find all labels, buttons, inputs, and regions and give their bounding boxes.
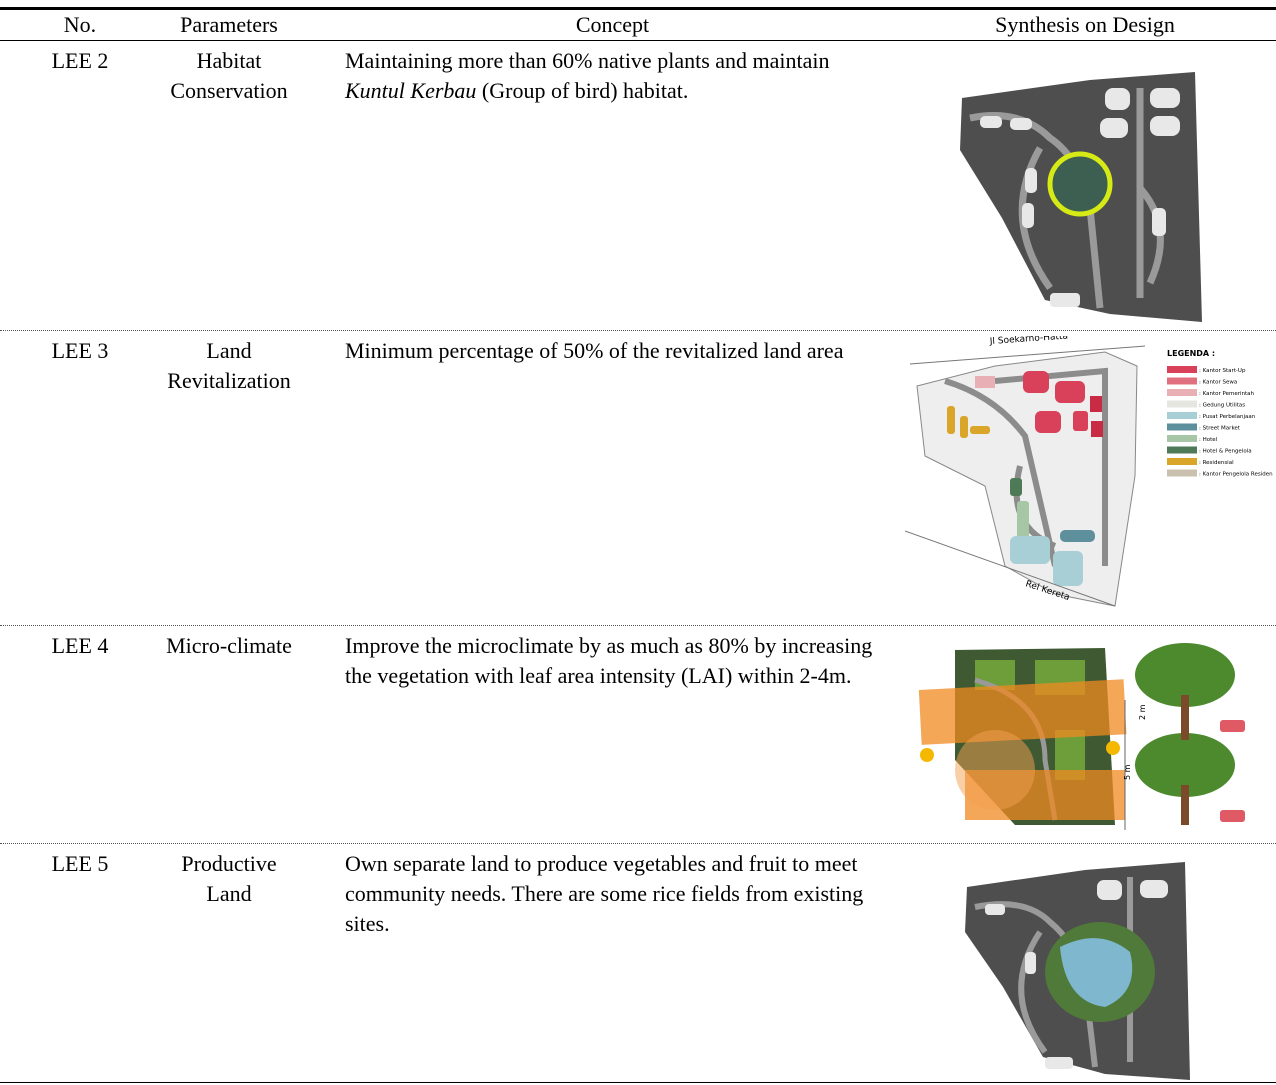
- legend-swatch: [1167, 412, 1197, 419]
- parameter: Land Revitalization: [140, 336, 318, 396]
- parameter-line: Land: [206, 881, 252, 906]
- parameter-line: Revitalization: [167, 368, 291, 393]
- concept-text: (Group of bird) habitat.: [476, 78, 689, 103]
- legend-label: : Kantor Pemerintah: [1199, 391, 1255, 397]
- map-label: Jl Soekarno-Hatta: [989, 336, 1069, 347]
- concept-text: Maintaining more than 60% native plants …: [345, 48, 830, 73]
- legend-label: : Pusat Perbelanjaan: [1199, 414, 1256, 420]
- concept-text: Kuntul Kerbau: [345, 78, 477, 103]
- header-rule: [0, 40, 1276, 41]
- column-header: Synthesis on Design: [995, 12, 1175, 37]
- legend-swatch: [1167, 377, 1197, 385]
- legend-swatch: [1167, 446, 1197, 454]
- legend-label: : Kantor Pengelola Residensial: [1199, 472, 1273, 478]
- legend-label: : Gedung Utilitas: [1199, 403, 1245, 409]
- parameter: Micro-climate: [140, 631, 318, 661]
- parameter-line: Productive: [181, 851, 277, 876]
- row-separator: [0, 330, 1276, 331]
- parameter: Habitat Conservation: [140, 46, 318, 106]
- zoning-plan-figure: Jl Soekarno-Hatta Rel Kereta LEGENDA : :…: [905, 336, 1273, 607]
- concept: Maintaining more than 60% native plants …: [345, 46, 890, 106]
- legend-swatch: [1167, 435, 1197, 442]
- legend-label: : Street Market: [1199, 426, 1241, 432]
- row-number: LEE 4: [51, 633, 109, 658]
- row-separator: [0, 625, 1276, 626]
- top-rule: [0, 7, 1276, 10]
- legend-label: : Residensial: [1199, 460, 1234, 466]
- row-separator: [0, 843, 1276, 844]
- parameter-line: Micro-climate: [166, 633, 292, 658]
- productive-land-figure: [965, 862, 1190, 1080]
- microclimate-figure: 2 m 5 m: [918, 643, 1245, 830]
- legend-swatch: [1167, 400, 1197, 408]
- concept: Improve the microclimate by as much as 8…: [345, 631, 890, 691]
- column-header: Concept: [575, 12, 650, 37]
- parameter-line: Land: [206, 338, 252, 363]
- legend-swatch: [1167, 458, 1197, 465]
- column-header: Parameters: [180, 12, 278, 37]
- concept: Own separate land to produce vegetables …: [345, 849, 890, 939]
- legend-swatch: [1167, 423, 1197, 431]
- row-number: LEE 3: [51, 338, 109, 363]
- parameter-line: Conservation: [170, 78, 288, 103]
- legend-title: LEGENDA :: [1167, 349, 1215, 358]
- bottom-rule: [0, 1082, 1276, 1083]
- legend-swatch: [1167, 469, 1197, 477]
- concept-text: Own separate land to produce vegetables …: [345, 851, 864, 936]
- concept: Minimum percentage of 50% of the revital…: [345, 336, 890, 366]
- concept-text: Improve the microclimate by as much as 8…: [345, 633, 873, 688]
- legend-label: : Hotel: [1199, 437, 1218, 443]
- legend-label: : Kantor Sewa: [1199, 380, 1237, 386]
- legend-swatch: [1167, 366, 1197, 373]
- row-number: LEE 5: [51, 851, 109, 876]
- parameter-line: Habitat: [196, 48, 262, 73]
- dimension-label: 2 m: [1138, 704, 1147, 720]
- concept-text: Minimum percentage of 50% of the revital…: [345, 338, 844, 363]
- legend-label: : Kantor Start-Up: [1199, 368, 1246, 374]
- row-number: LEE 2: [51, 48, 109, 73]
- legend-swatch: [1167, 389, 1197, 396]
- column-header: No.: [63, 12, 97, 37]
- dimension-label: 5 m: [1123, 764, 1132, 780]
- parameter: Productive Land: [140, 849, 318, 909]
- site-plan-figure: [960, 72, 1202, 322]
- legend-label: : Hotel & Pengelola: [1199, 449, 1252, 455]
